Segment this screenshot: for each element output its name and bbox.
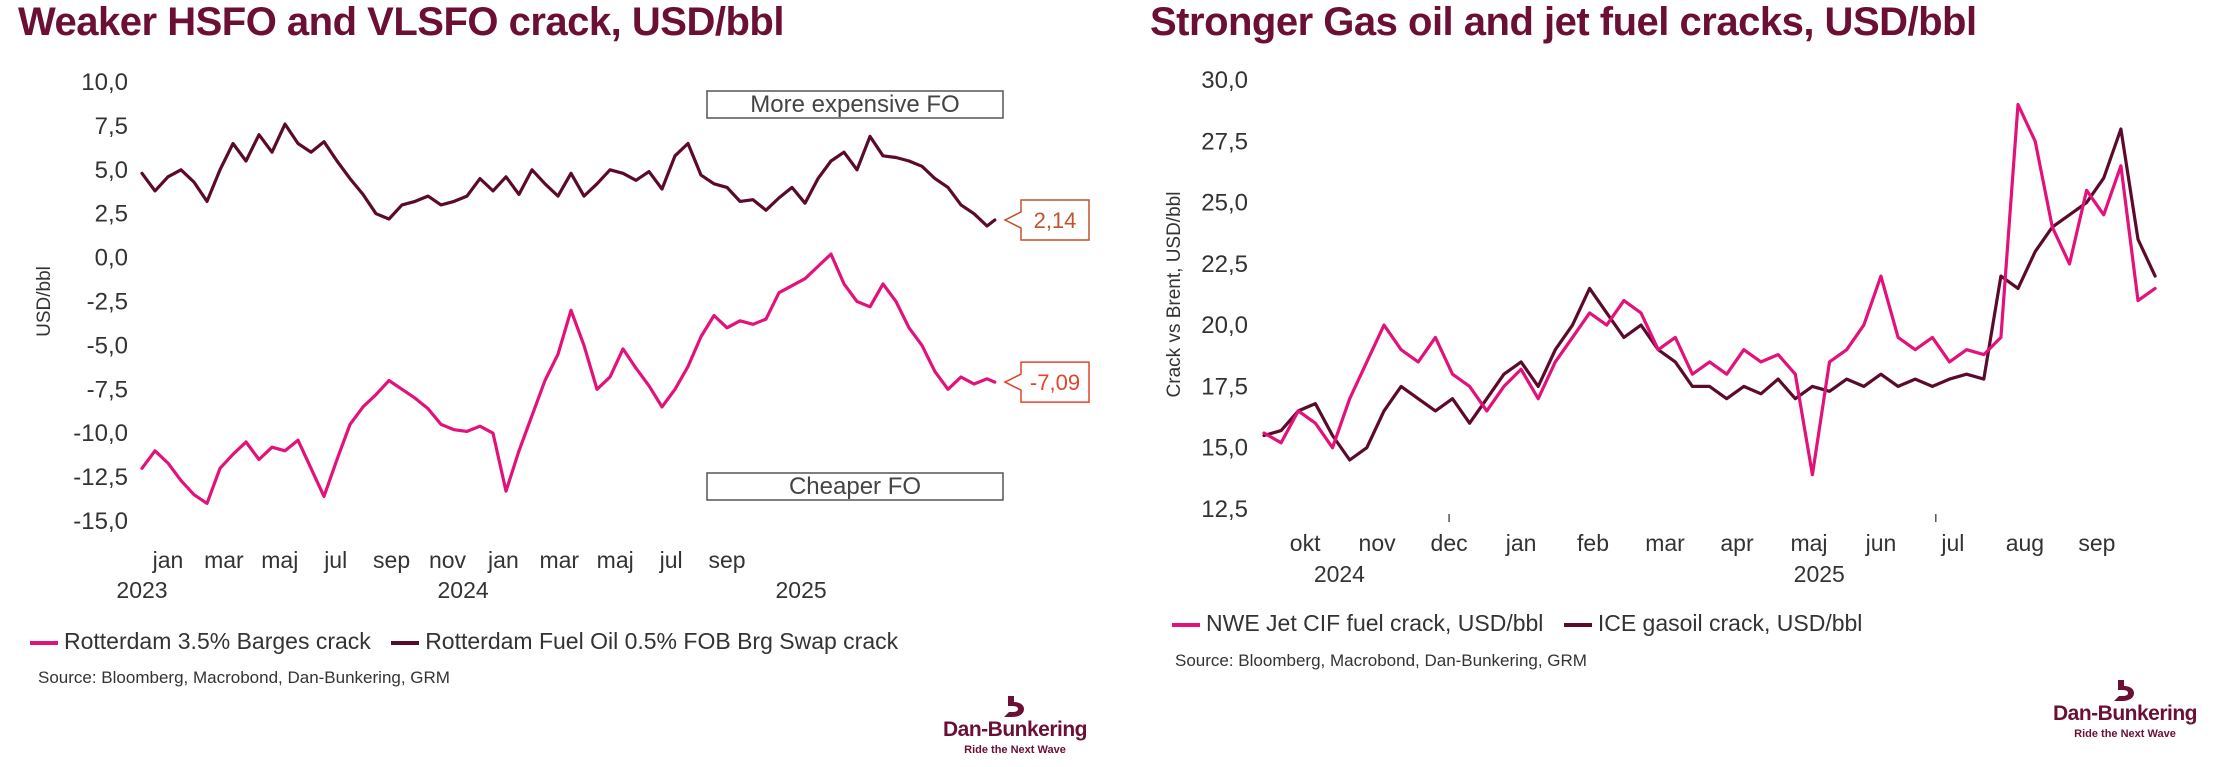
legend-item-gasoil: ICE gasoil crack, USD/bbl [1563,610,1863,636]
x-tick-label: okt [1290,530,1321,556]
chart-title: Weaker HSFO and VLSFO crack, USD/bbl [18,0,784,44]
right-chart-panel: Stronger Gas oil and jet fuel cracks, US… [1150,0,2220,767]
x-tick-label: apr [1720,530,1754,556]
legend-swatch [30,640,58,645]
x-tick-label: maj [1790,530,1827,556]
x-tick-label: sep [2078,530,2115,556]
legend-label: ICE gasoil crack, USD/bbl [1597,610,1863,636]
right-legend: NWE Jet CIF fuel crack, USD/bbl ICE gaso… [1172,610,1876,637]
y-tick-label: 15,0 [1201,435,1248,462]
callout-hsfo-text: -7,09 [1030,370,1080,395]
y-tick-label: 30,0 [1201,67,1248,94]
callout-hsfo-shape [1003,361,1090,403]
y-tick-label: 10,0 [81,69,128,96]
legend-swatch [1172,622,1200,627]
chart-title: Stronger Gas oil and jet fuel cracks, US… [1150,0,1977,44]
left-chart: 10,0 7,5 5,0 2,5 0,0 -2,5 -5,0 -7,5 -10,0 -12,5 -1… [34,69,1090,603]
left-chart-panel: Weaker HSFO and VLSFO crack, USD/bbl 10,… [18,0,1095,756]
x-tick-label: jul [1940,530,1964,556]
legend-swatch [1563,622,1592,627]
x-tick-label: jul [323,547,347,573]
x-tick-label: mar [204,547,244,573]
x-tick-label: jul [659,547,683,573]
y-tick-label: -7,5 [87,376,128,403]
x-tick-label: nov [1359,530,1397,556]
logo-mark-icon [2114,680,2134,701]
legend-item-vlsfo: Rotterdam Fuel Oil 0.5% FOB Brg Swap cra… [391,628,898,654]
source-note: Source: Bloomberg, Macrobond, Dan-Bunker… [1175,651,1587,670]
legend-label: NWE Jet CIF fuel crack, USD/bbl [1206,610,1544,636]
source-note: Source: Bloomberg, Macrobond, Dan-Bunker… [38,668,450,687]
y-tick-label: -15,0 [73,508,128,535]
x-tick-label: maj [597,547,634,573]
x-tick-label: nov [429,547,467,573]
y-tick-label: 27,5 [1201,128,1248,155]
x-tick-label: jan [1505,530,1537,556]
y-tick-label: 0,0 [95,245,128,272]
logo-tagline: Ride the Next Wave [2074,728,2176,740]
y-tick-label: 20,0 [1201,312,1248,339]
year-label: 2023 [116,577,167,603]
annotation-more-expensive-box [706,90,1004,119]
series-line [140,252,997,505]
x-tick-label: sep [373,547,410,573]
legend-item-hsfo: Rotterdam 3.5% Barges crack [30,628,371,654]
x-tick-label: mar [539,547,579,573]
x-tick-label: mar [1645,530,1685,556]
dan-bunkering-logo: Dan-Bunkering Ride the Next Wave [2045,678,2205,740]
series-line [1262,127,2157,462]
y-tick-label: 2,5 [95,201,128,228]
right-chart: 30,0 27,5 25,0 22,5 20,0 17,5 15,0 12,5 Crack vs… [1164,67,2157,587]
y-axis-title: USD/bbl [34,266,55,337]
year-label: 2024 [438,577,489,603]
y-tick-label: -2,5 [87,289,128,316]
y-axis-title: Crack vs Brent, USD/bbl [1164,192,1185,398]
logo-name: Dan-Bunkering [942,718,1088,741]
series-line [140,122,997,228]
legend-label: Rotterdam Fuel Oil 0.5% FOB Brg Swap cra… [425,628,899,654]
legend-item-jet: NWE Jet CIF fuel crack, USD/bbl [1172,610,1543,636]
legend-label: Rotterdam 3.5% Barges crack [64,628,371,654]
x-tick-label: jun [1865,530,1897,556]
logo-name: Dan-Bunkering [2052,702,2198,725]
x-tick-label: jan [487,547,519,573]
logo-tagline: Ride the Next Wave [964,744,1066,756]
annotation-more-expensive-text: More expensive FO [750,91,959,118]
callout-vlsfo-text: 2,14 [1034,208,1077,233]
y-tick-label: -10,0 [73,420,128,447]
annotation-cheaper-text: Cheaper FO [789,473,921,500]
x-tick-label: dec [1431,530,1468,556]
series-line [1262,102,2157,477]
callout-vlsfo-shape [1003,199,1090,241]
y-tick-label: 22,5 [1201,251,1248,278]
y-tick-label: -5,0 [87,332,128,359]
logo-mark-icon [1004,696,1024,717]
x-tick-label: aug [2006,530,2044,556]
year-label: 2025 [1794,561,1845,587]
legend-swatch [391,640,420,645]
y-tick-label: 17,5 [1201,373,1248,400]
y-tick-label: 12,5 [1201,496,1248,523]
x-tick-label: feb [1577,530,1609,556]
year-label: 2025 [776,577,827,603]
x-tick-label: sep [708,547,745,573]
x-tick-label: maj [261,547,298,573]
annotation-cheaper-box [706,472,1004,501]
y-tick-label: -12,5 [73,464,128,491]
left-legend: Rotterdam 3.5% Barges crack Rotterdam Fu… [30,628,912,655]
y-tick-label: 5,0 [95,157,128,184]
year-label: 2024 [1314,561,1365,587]
y-tick-label: 25,0 [1201,190,1248,217]
x-tick-label: jan [152,547,184,573]
y-tick-label: 7,5 [95,113,128,140]
dan-bunkering-logo: Dan-Bunkering Ride the Next Wave [935,694,1095,756]
